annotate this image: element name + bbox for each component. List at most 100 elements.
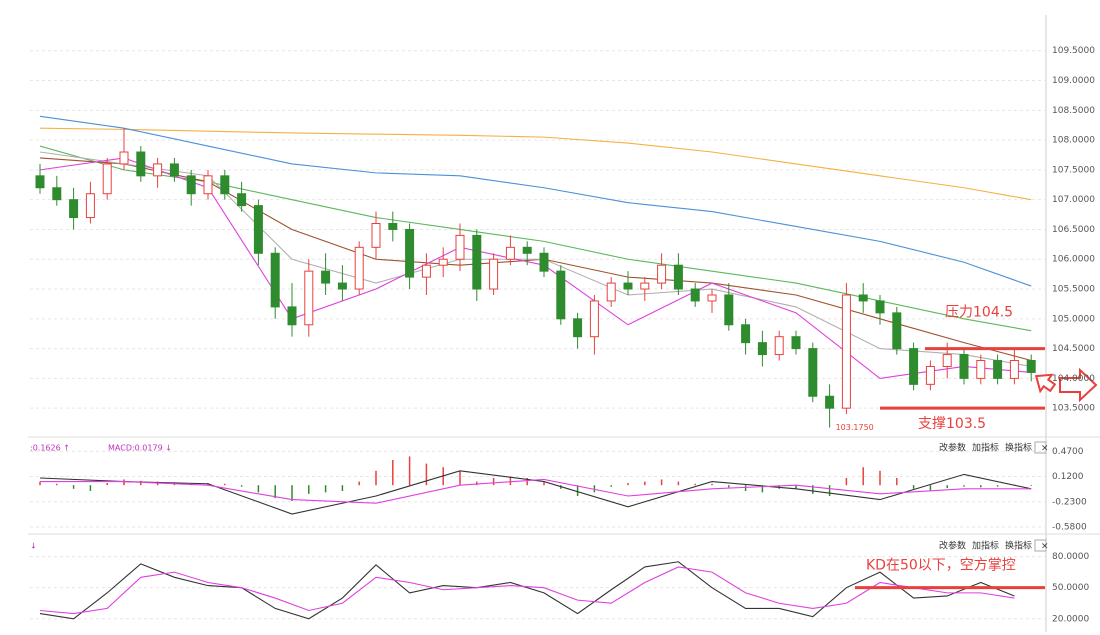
candle-body: [959, 354, 969, 379]
toolbar-button[interactable]: 换指标: [1005, 442, 1032, 454]
candle-body: [942, 354, 952, 367]
candle-body: [489, 258, 499, 290]
y-tick-label: 107.0000: [1052, 195, 1095, 205]
y-tick-label: 106.0000: [1052, 255, 1095, 265]
candle-body: [354, 246, 364, 290]
candle-body: [472, 234, 482, 290]
toolbar-button[interactable]: 换指标: [1005, 540, 1032, 552]
candle-body: [405, 228, 415, 278]
candle-body: [522, 246, 532, 254]
candle-body: [539, 252, 549, 272]
candle-body: [623, 282, 633, 290]
indicator-line: [40, 478, 1032, 504]
y-tick-label: 108.0000: [1052, 136, 1095, 146]
annotation-text: KD在50以下，空方掌控: [866, 558, 1016, 574]
trend-arrows: [1034, 367, 1098, 403]
candle-body: [589, 300, 599, 338]
toolbar-button[interactable]: 改参数: [939, 540, 966, 552]
candle-body: [421, 264, 431, 278]
candle-body: [237, 193, 247, 207]
candle-body: [791, 336, 801, 350]
indicator-line: [39, 561, 1015, 620]
low-label: 103.1750: [836, 423, 874, 432]
candle-body: [455, 234, 465, 260]
candle-body: [741, 324, 751, 344]
y-tick-label: 105.0000: [1052, 314, 1095, 324]
candle-body: [909, 348, 919, 385]
toolbar-button[interactable]: 加指标: [972, 442, 999, 454]
candle-body: [925, 365, 935, 385]
candle-body: [85, 193, 95, 219]
y-tick-label: 103.5000: [1052, 404, 1095, 414]
candle-body: [287, 306, 297, 326]
candle-body: [119, 151, 129, 165]
candle-body: [169, 163, 179, 177]
candle-body: [707, 294, 717, 302]
close-box: [1034, 539, 1047, 552]
candle-body: [438, 258, 448, 266]
annotation-text: 压力104.5: [945, 305, 1013, 321]
candle-body: [640, 282, 650, 290]
candle-body: [270, 252, 280, 308]
toolbar-button[interactable]: ×: [1041, 542, 1049, 552]
candle-body: [892, 312, 902, 350]
y-tick-label: 20.0000: [1052, 614, 1089, 624]
y-tick-label: 106.5000: [1052, 225, 1095, 235]
y-tick-label: 50.0000: [1052, 583, 1089, 593]
y-tick-label: 104.0000: [1052, 374, 1095, 384]
candle-body: [505, 246, 515, 260]
down-arrow: [1034, 373, 1057, 394]
y-tick-label: 104.5000: [1052, 344, 1095, 354]
candle-body: [573, 318, 583, 338]
candle-body: [304, 270, 314, 326]
candle-body: [774, 336, 784, 356]
y-tick-label: 105.5000: [1052, 285, 1095, 295]
indicator-line: [39, 470, 1032, 515]
indicator-line: [39, 115, 1032, 287]
y-tick-label: 108.5000: [1052, 106, 1095, 116]
y-tick-label: -0.2300: [1052, 497, 1087, 507]
candle-body: [858, 294, 868, 302]
candle-body: [153, 163, 163, 177]
candle-body: [657, 264, 667, 284]
candle-body: [1026, 360, 1036, 373]
candle-body: [69, 199, 79, 219]
candle-body: [337, 282, 347, 290]
indicator-header: MACD:0.0179 ↓: [108, 444, 172, 453]
candle-body: [808, 348, 818, 397]
indicator-line: [39, 127, 1032, 201]
toolbar-button[interactable]: ×: [1041, 444, 1049, 454]
candle-body: [102, 163, 112, 195]
candle-body: [993, 360, 1003, 379]
candle-body: [220, 175, 230, 195]
y-tick-label: 0.4700: [1052, 447, 1084, 457]
right-arrow: [1059, 367, 1098, 403]
candle-body: [52, 187, 62, 201]
candle-body: [556, 270, 566, 320]
candle-body: [606, 282, 616, 302]
candle-body: [976, 360, 986, 379]
y-tick-label: 107.5000: [1052, 165, 1095, 175]
candle-body: [757, 342, 767, 356]
close-box: [1034, 441, 1047, 454]
indicator-line: [39, 566, 1015, 615]
candle-body: [875, 300, 885, 314]
candle-body: [203, 175, 213, 195]
candle-body: [690, 288, 700, 302]
toolbar-button[interactable]: 改参数: [939, 442, 966, 454]
indicator-header: ↓: [30, 542, 37, 551]
candle-body: [186, 175, 196, 195]
candle-body: [724, 294, 734, 326]
candle-body: [321, 270, 331, 284]
candle-body: [825, 395, 835, 409]
candle-body: [136, 151, 146, 177]
indicator-header: :0.1626 ↑: [30, 444, 70, 453]
candle-body: [673, 264, 683, 290]
toolbar-button[interactable]: 加指标: [972, 540, 999, 552]
candle-body: [35, 175, 45, 189]
candle-body: [371, 223, 381, 248]
y-tick-label: 80.0000: [1052, 552, 1089, 562]
candle-body: [388, 223, 398, 230]
y-tick-label: 109.0000: [1052, 76, 1095, 86]
